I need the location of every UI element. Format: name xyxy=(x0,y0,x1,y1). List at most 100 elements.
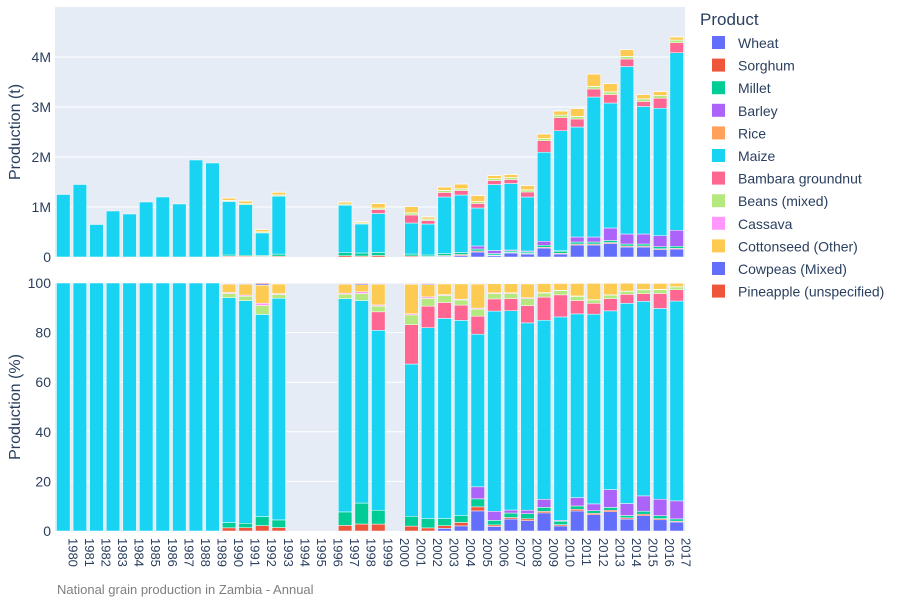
x-tick-label: 1981 xyxy=(82,538,97,567)
legend-swatch xyxy=(712,172,725,185)
bar-segment-bottom xyxy=(421,285,435,297)
bar-segment-top xyxy=(421,221,435,225)
legend-label: Millet xyxy=(738,80,771,96)
bar-segment-top xyxy=(653,108,667,236)
bar-segment-bottom xyxy=(405,364,419,516)
bar-segment-bottom xyxy=(504,510,518,513)
bar-segment-top xyxy=(670,37,684,40)
legend-item[interactable]: Sorghum xyxy=(712,58,795,74)
bar-segment-bottom xyxy=(570,296,584,300)
bar-segment-bottom xyxy=(537,320,551,499)
legend-item[interactable]: Millet xyxy=(712,80,771,96)
bar-segment-bottom xyxy=(587,300,601,303)
bar-segment-bottom xyxy=(239,296,253,300)
bar-segment-bottom xyxy=(405,526,419,531)
bar-segment-bottom xyxy=(371,284,385,305)
bar-segment-top xyxy=(653,96,667,99)
legend-item[interactable]: Cowpeas (Mixed) xyxy=(712,261,847,277)
bar-segment-bottom xyxy=(587,504,601,511)
bar-segment-top xyxy=(653,247,667,249)
x-tick-label: 2003 xyxy=(447,538,462,567)
bar-segment-top xyxy=(488,179,502,181)
bar-segment-top xyxy=(189,160,203,257)
bar-segment-top xyxy=(637,99,651,102)
bar-segment-bottom xyxy=(206,283,220,531)
bar-segment-top xyxy=(620,67,634,235)
bar-segment-bottom xyxy=(604,295,618,299)
legend-label: Pineapple (unspecified) xyxy=(738,284,884,300)
bar-segment-bottom xyxy=(504,284,518,293)
bar-segment-top xyxy=(653,98,667,108)
legend-item[interactable]: Cottonseed (Other) xyxy=(712,238,858,254)
legend-label: Cowpeas (Mixed) xyxy=(738,261,847,277)
bar-segment-bottom xyxy=(454,284,468,299)
bar-segment-bottom xyxy=(438,318,452,518)
bar-segment-bottom xyxy=(570,498,584,506)
bar-segment-bottom xyxy=(139,283,153,531)
bar-segment-top xyxy=(570,237,584,242)
bar-segment-bottom xyxy=(504,311,518,510)
bar-segment-bottom xyxy=(637,290,651,294)
legend-item[interactable]: Bambara groundnut xyxy=(712,171,862,187)
bar-segment-top xyxy=(653,236,667,247)
bar-segment-top xyxy=(637,95,651,99)
bar-segment-bottom xyxy=(222,294,236,298)
legend-item[interactable]: Pineapple (unspecified) xyxy=(712,284,884,300)
legend-item[interactable]: Maize xyxy=(712,148,776,164)
bar-segment-top xyxy=(438,254,452,256)
bar-segment-bottom xyxy=(355,293,369,300)
bar-segment-bottom xyxy=(355,283,369,284)
bar-segment-top xyxy=(587,89,601,97)
bar-segment-bottom xyxy=(537,499,551,507)
x-tick-label: 1996 xyxy=(331,538,346,567)
bar-segment-bottom xyxy=(554,295,568,317)
bar-segment-bottom xyxy=(438,519,452,526)
legend-swatch xyxy=(712,285,725,298)
bar-segment-bottom xyxy=(338,512,352,525)
bar-segment-bottom xyxy=(521,519,535,521)
legend-item[interactable]: Cassava xyxy=(712,216,793,232)
legend-item[interactable]: Barley xyxy=(712,103,778,119)
bar-segment-bottom xyxy=(471,334,485,487)
bar-segment-top xyxy=(554,115,568,118)
bar-segment-top xyxy=(570,245,584,257)
bar-segment-bottom xyxy=(222,523,236,528)
bar-segment-bottom xyxy=(355,285,369,292)
bar-segment-bottom xyxy=(405,516,419,526)
legend-swatch xyxy=(712,36,725,49)
bar-segment-bottom xyxy=(653,290,667,294)
bar-segment-top xyxy=(521,190,535,192)
bar-segment-top xyxy=(537,134,551,139)
bar-segment-top xyxy=(537,248,551,257)
bar-segment-top xyxy=(620,234,634,244)
legend-item[interactable]: Beans (mixed) xyxy=(712,193,828,209)
x-tick-label: 2000 xyxy=(397,538,412,567)
bar-segment-bottom xyxy=(537,513,551,531)
bar-segment-top xyxy=(421,217,435,219)
bar-segment-top xyxy=(670,230,684,246)
bar-segment-top xyxy=(90,225,104,258)
bar-segment-bottom xyxy=(471,284,485,308)
x-tick-label: 1997 xyxy=(347,538,362,567)
bottom-y-tick-label: 100 xyxy=(28,275,52,291)
bottom-y-tick-label: 0 xyxy=(43,523,51,539)
bar-segment-bottom xyxy=(371,306,385,312)
bar-segment-bottom xyxy=(471,487,485,499)
bar-segment-bottom xyxy=(637,496,651,511)
bar-segment-bottom xyxy=(521,299,535,306)
bar-segment-bottom xyxy=(421,528,435,531)
legend-item[interactable]: Wheat xyxy=(712,35,779,51)
bar-segment-bottom xyxy=(255,283,269,284)
legend-item[interactable]: Rice xyxy=(712,125,766,141)
bar-segment-bottom xyxy=(670,301,684,501)
bar-segment-bottom xyxy=(670,501,684,519)
bar-segment-top xyxy=(504,180,518,184)
bar-segment-bottom xyxy=(454,305,468,320)
x-tick-label: 2004 xyxy=(463,538,478,567)
bar-segment-bottom xyxy=(653,520,667,531)
legend-label: Barley xyxy=(738,103,778,119)
top-y-axis-label: Production (t) xyxy=(7,84,24,180)
bar-segment-top xyxy=(239,205,253,256)
